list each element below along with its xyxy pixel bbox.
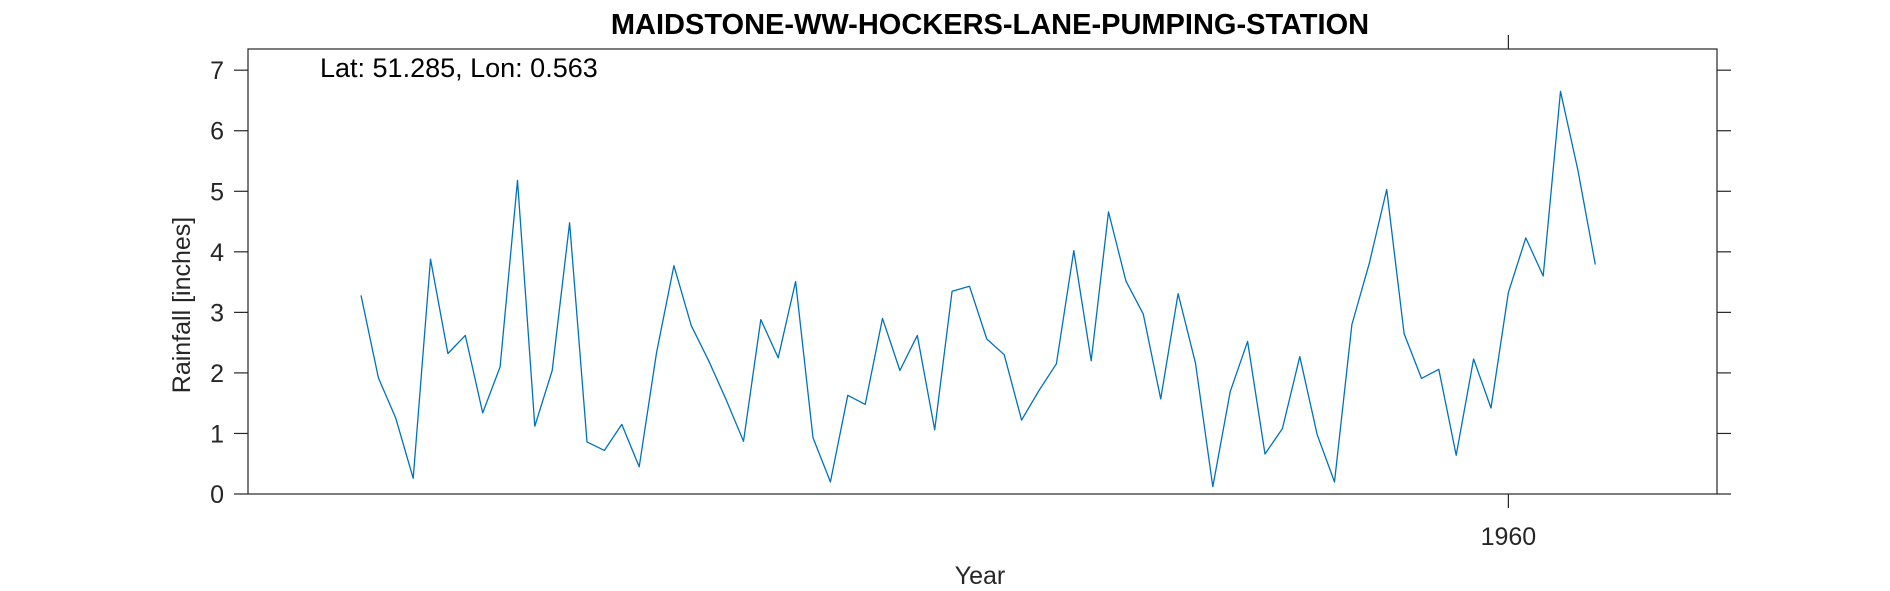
y-tick-label: 2 — [210, 360, 224, 388]
y-axis-label: Rainfall [inches] — [168, 217, 196, 393]
y-tick-label: 1 — [210, 420, 224, 448]
x-axis-label: Year — [955, 562, 1006, 590]
y-tick-label: 7 — [210, 57, 224, 85]
x-axis-ticks: 1960 — [1481, 35, 1537, 551]
location-annotation: Lat: 51.285, Lon: 0.563 — [320, 53, 598, 83]
y-tick-label: 5 — [210, 178, 224, 206]
y-tick-label: 0 — [210, 481, 224, 509]
plot-frame — [247, 48, 1718, 495]
x-tick-label: 1960 — [1481, 523, 1537, 551]
y-tick-label: 4 — [210, 239, 224, 267]
rainfall-series-line — [360, 90, 1596, 488]
chart-title: MAIDSTONE-WW-HOCKERS-LANE-PUMPING-STATIO… — [611, 9, 1369, 41]
y-axis-ticks: 0 1 2 3 4 5 6 7 — [210, 57, 1731, 509]
y-tick-label: 3 — [210, 299, 224, 327]
y-tick-label: 6 — [210, 118, 224, 146]
